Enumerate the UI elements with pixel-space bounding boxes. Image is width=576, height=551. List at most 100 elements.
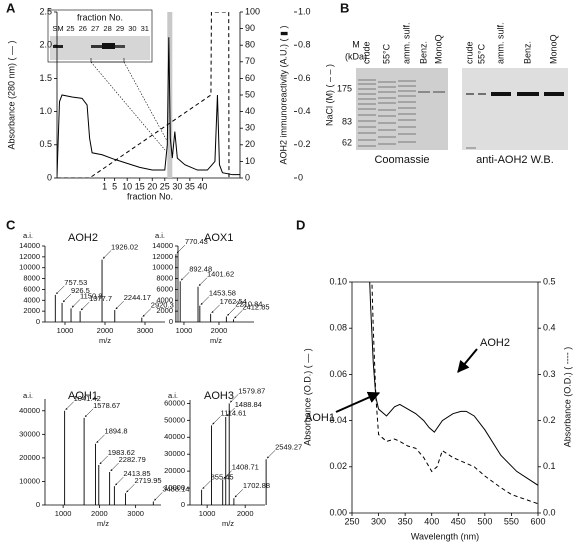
peak-label: 2244.17 [124, 293, 151, 302]
y-tick-label: 0 [181, 500, 185, 509]
x-tick-label: 1000 [176, 326, 193, 335]
x-label: Wavelength (nm) [411, 531, 479, 541]
chart: 1 5 10 15 20 25 30 35 4000.51.01.52.02.501020304… [6, 6, 334, 201]
peak-label: 3488.14 [162, 484, 189, 493]
label-arrow [234, 489, 244, 498]
marker-unit: (kDa) [345, 51, 367, 61]
label-arrow [266, 450, 276, 459]
label-arrow [102, 250, 112, 259]
x-tick-label: 550 [504, 516, 519, 526]
title: AOH1 [68, 390, 98, 402]
y-tick-label: 0.00 [329, 507, 347, 517]
inset-lane: SM [52, 24, 63, 33]
y-tick-label: 1.5 [39, 73, 52, 83]
peak-label: 1578.67 [93, 401, 120, 410]
marker-title: M [352, 39, 360, 49]
x-tick-label: 1000 [55, 509, 72, 518]
y-tick-label: 0 [169, 317, 173, 326]
peak-label: 2413.85 [123, 469, 150, 478]
y-tick-label: 0.04 [329, 415, 347, 425]
peak-label: 1453.58 [209, 289, 236, 298]
panel-label: D [296, 217, 305, 232]
x-tick-label: 2000 [211, 326, 228, 335]
panel-label: C [6, 217, 16, 232]
label-arrow [223, 470, 232, 479]
x-label: m/z [99, 336, 111, 345]
lane-label: Benz. [522, 41, 532, 64]
annotation: AOH1 [305, 412, 335, 424]
x-tick-label: 2000 [97, 326, 114, 335]
annotation-arrow [457, 348, 478, 373]
x-tick-label: 3000 [127, 509, 144, 518]
chart: 1000 2000 30000200040006000800010000120001… [19, 231, 174, 345]
inset [47, 9, 173, 151]
gel [462, 68, 568, 150]
label-arrow [234, 310, 243, 319]
y-tick-label: 2.5 [39, 6, 52, 16]
gel-caption: Coomassie [374, 154, 429, 166]
label-arrow [62, 293, 72, 303]
connector [123, 61, 173, 151]
y-tick-label: 6000 [156, 284, 173, 293]
band [102, 43, 115, 49]
y2-tick-label: 50 [245, 89, 255, 99]
y2-tick-label: 100 [245, 6, 260, 16]
line [57, 37, 240, 177]
y2-tick-label: 0 [245, 172, 250, 182]
panel-label: B [340, 0, 349, 15]
y-tick-label: 0.5 [39, 139, 52, 149]
y-tick-label: 40000 [19, 406, 40, 415]
y-label: a.i. [168, 391, 178, 400]
label-arrow [115, 476, 124, 486]
y-tick-label: 1.0 [39, 106, 52, 116]
line [371, 282, 538, 505]
y2-tick-label: 0.0 [543, 507, 556, 517]
y-tick-label: 0.10 [329, 276, 347, 286]
y-tick-label: 0 [36, 317, 40, 326]
title: AOX1 [204, 232, 233, 244]
title: AOH2 [68, 232, 98, 244]
x-tick-label: 2000 [237, 509, 254, 518]
y3-tick-label: 0.8 [298, 40, 311, 50]
peak-label: 2210.84 [235, 300, 262, 309]
x-tick-label: 15 [135, 181, 145, 191]
label-arrow [226, 407, 235, 417]
peak-label: 770.43 [185, 237, 208, 246]
peak-label: 1894.8 [105, 427, 128, 436]
x-tick-label: 2000 [91, 509, 108, 518]
inset-lane: 27 [91, 24, 99, 33]
inset-lane: 28 [103, 24, 111, 33]
x-tick-label: 600 [530, 516, 545, 526]
inset-lane: 31 [141, 24, 149, 33]
y-tick-label: 50000 [164, 415, 185, 424]
lane-label: crude [464, 41, 474, 64]
peak-label: 1377.7 [89, 294, 112, 303]
label-arrow [176, 244, 186, 254]
y2-tick-label: 70 [245, 56, 255, 66]
lane-label: amm. sulf. [495, 22, 505, 64]
marker-label: 83 [342, 116, 352, 126]
y-tick-label: 6000 [23, 284, 40, 293]
peak-label: 2920.3 [151, 301, 174, 310]
label-arrow [142, 308, 151, 317]
label-arrow [80, 301, 90, 311]
peak-label: 1488.84 [235, 400, 262, 409]
peak-label: 1401.62 [207, 270, 234, 279]
y3-tick-label: 0.4 [298, 106, 311, 116]
y2-tick-label: 80 [245, 40, 255, 50]
y-tick-label: 4000 [156, 295, 173, 304]
y-tick-label: 10000 [19, 476, 40, 485]
label-arrow [84, 408, 94, 418]
y-label: a.i. [23, 231, 33, 240]
x-tick-label: 450 [451, 516, 466, 526]
y2-tick-label: 0.3 [543, 369, 556, 379]
y3-tick-label: 0.2 [298, 139, 311, 149]
label-arrow [65, 401, 74, 410]
y-tick-label: 0.08 [329, 323, 347, 333]
inset-lane: 26 [79, 24, 87, 33]
x-tick-label: 10 [122, 181, 132, 191]
y2-label: AOH2 immunoreactivity (A.U.) ( ▮ ) [278, 26, 288, 165]
label-arrow [56, 285, 65, 295]
label-arrow [198, 277, 208, 286]
